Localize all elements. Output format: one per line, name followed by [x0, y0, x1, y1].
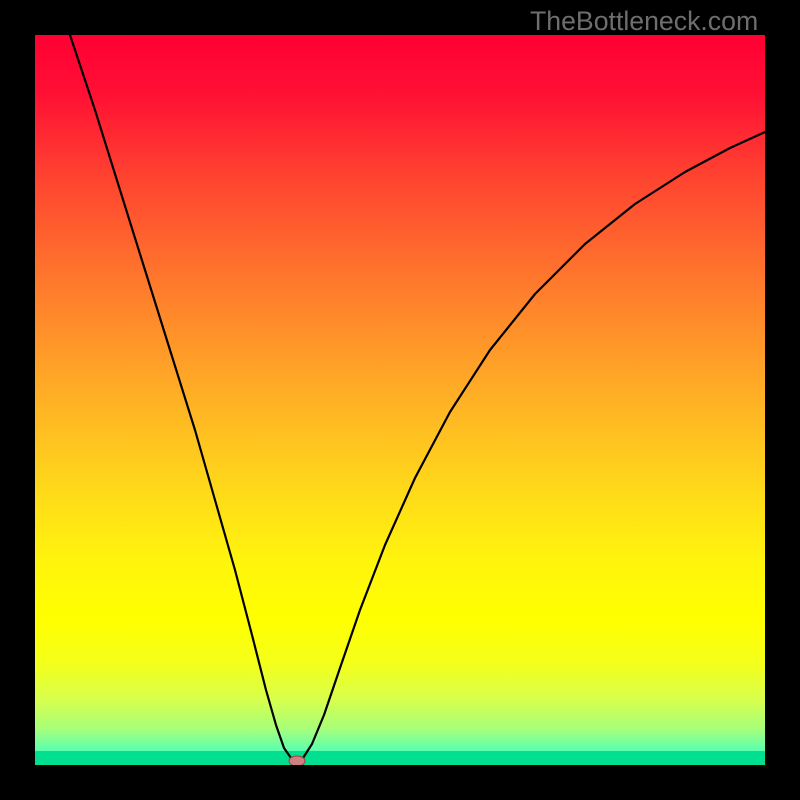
plot-area [35, 35, 765, 765]
minimum-marker [289, 756, 305, 765]
curve-layer [35, 35, 765, 765]
bottleneck-curve [70, 35, 765, 761]
chart-container: TheBottleneck.com [0, 0, 800, 800]
watermark-text: TheBottleneck.com [530, 6, 758, 37]
